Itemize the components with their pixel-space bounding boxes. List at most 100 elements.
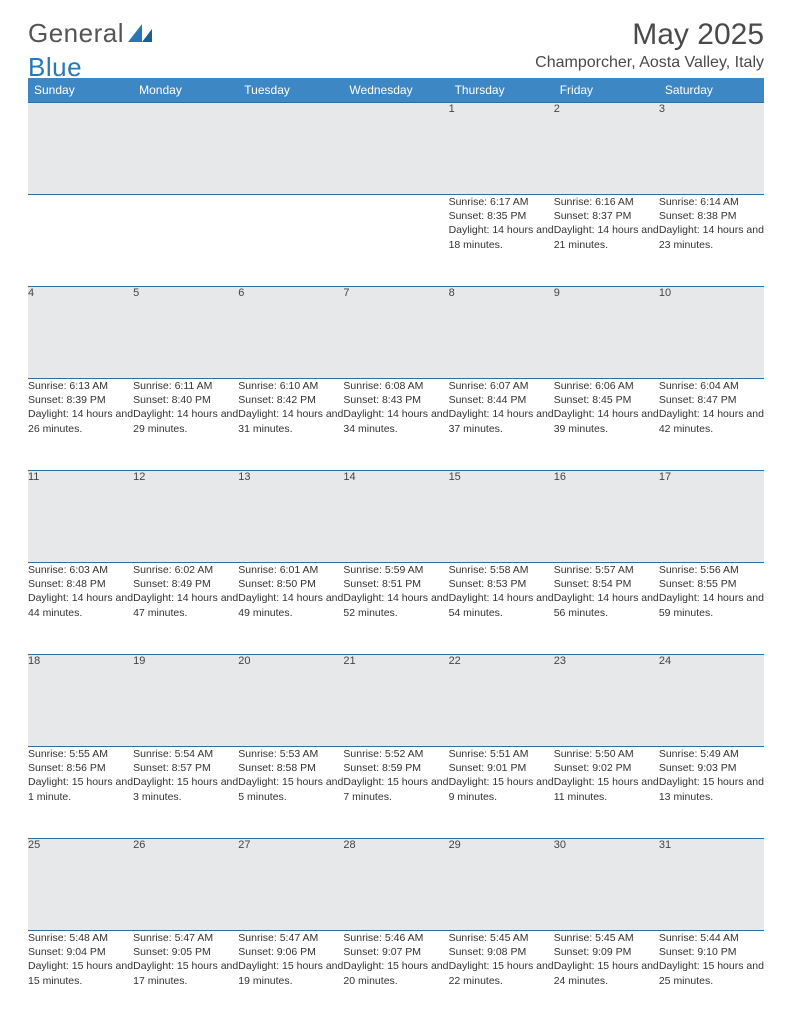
daylight-line: Daylight: 14 hours and 59 minutes. xyxy=(659,591,764,619)
daylight-line: Daylight: 14 hours and 18 minutes. xyxy=(449,223,554,251)
day-content-cell: Sunrise: 5:47 AMSunset: 9:05 PMDaylight:… xyxy=(133,931,238,1023)
day-content-cell: Sunrise: 5:44 AMSunset: 9:10 PMDaylight:… xyxy=(659,931,764,1023)
day-number-cell xyxy=(133,103,238,195)
daynum-row: 18192021222324 xyxy=(28,655,764,747)
day-number-cell: 27 xyxy=(238,839,343,931)
day-number-cell: 22 xyxy=(449,655,554,747)
brand-part2: Blue xyxy=(28,52,82,83)
sunrise-line: Sunrise: 5:47 AM xyxy=(133,931,238,945)
sunrise-line: Sunrise: 5:59 AM xyxy=(343,563,448,577)
day-content-cell: Sunrise: 5:49 AMSunset: 9:03 PMDaylight:… xyxy=(659,747,764,839)
daylight-line: Daylight: 15 hours and 25 minutes. xyxy=(659,959,764,987)
sunrise-line: Sunrise: 5:50 AM xyxy=(554,747,659,761)
brand-logo: General xyxy=(28,18,158,49)
daynum-row: 45678910 xyxy=(28,287,764,379)
sunset-line: Sunset: 8:59 PM xyxy=(343,761,448,775)
sunset-line: Sunset: 8:37 PM xyxy=(554,209,659,223)
sunset-line: Sunset: 8:50 PM xyxy=(238,577,343,591)
sunset-line: Sunset: 8:49 PM xyxy=(133,577,238,591)
daylight-line: Daylight: 14 hours and 52 minutes. xyxy=(343,591,448,619)
day-number-cell: 15 xyxy=(449,471,554,563)
day-content-cell: Sunrise: 6:11 AMSunset: 8:40 PMDaylight:… xyxy=(133,379,238,471)
daylight-line: Daylight: 14 hours and 29 minutes. xyxy=(133,407,238,435)
daylight-line: Daylight: 15 hours and 24 minutes. xyxy=(554,959,659,987)
day-number-cell: 11 xyxy=(28,471,133,563)
month-title: May 2025 xyxy=(535,18,764,52)
day-number-cell: 8 xyxy=(449,287,554,379)
day-content-cell: Sunrise: 6:17 AMSunset: 8:35 PMDaylight:… xyxy=(449,195,554,287)
weekday-header: Saturday xyxy=(659,78,764,103)
day-number-cell: 21 xyxy=(343,655,448,747)
day-content-cell: Sunrise: 6:07 AMSunset: 8:44 PMDaylight:… xyxy=(449,379,554,471)
sunrise-line: Sunrise: 6:14 AM xyxy=(659,195,764,209)
daylight-line: Daylight: 15 hours and 20 minutes. xyxy=(343,959,448,987)
weekday-header: Wednesday xyxy=(343,78,448,103)
sunrise-line: Sunrise: 5:54 AM xyxy=(133,747,238,761)
daynum-row: 123 xyxy=(28,103,764,195)
sunset-line: Sunset: 8:44 PM xyxy=(449,393,554,407)
sunrise-line: Sunrise: 6:02 AM xyxy=(133,563,238,577)
day-number-cell xyxy=(238,103,343,195)
sunrise-line: Sunrise: 5:56 AM xyxy=(659,563,764,577)
day-content-cell: Sunrise: 5:54 AMSunset: 8:57 PMDaylight:… xyxy=(133,747,238,839)
daylight-line: Daylight: 14 hours and 23 minutes. xyxy=(659,223,764,251)
sunrise-line: Sunrise: 6:13 AM xyxy=(28,379,133,393)
week-content-row: Sunrise: 6:13 AMSunset: 8:39 PMDaylight:… xyxy=(28,379,764,471)
sunrise-line: Sunrise: 6:07 AM xyxy=(449,379,554,393)
sunset-line: Sunset: 8:35 PM xyxy=(449,209,554,223)
daylight-line: Daylight: 14 hours and 54 minutes. xyxy=(449,591,554,619)
sunrise-line: Sunrise: 5:45 AM xyxy=(554,931,659,945)
sunset-line: Sunset: 8:48 PM xyxy=(28,577,133,591)
day-number-cell: 10 xyxy=(659,287,764,379)
sunrise-line: Sunrise: 6:10 AM xyxy=(238,379,343,393)
sunrise-line: Sunrise: 5:51 AM xyxy=(449,747,554,761)
daylight-line: Daylight: 14 hours and 47 minutes. xyxy=(133,591,238,619)
daylight-line: Daylight: 14 hours and 56 minutes. xyxy=(554,591,659,619)
sunrise-line: Sunrise: 5:45 AM xyxy=(449,931,554,945)
weekday-header: Monday xyxy=(133,78,238,103)
day-number-cell: 14 xyxy=(343,471,448,563)
day-content-cell xyxy=(238,195,343,287)
daylight-line: Daylight: 15 hours and 3 minutes. xyxy=(133,775,238,803)
sunset-line: Sunset: 8:40 PM xyxy=(133,393,238,407)
day-number-cell: 19 xyxy=(133,655,238,747)
sunset-line: Sunset: 9:01 PM xyxy=(449,761,554,775)
day-number-cell: 23 xyxy=(554,655,659,747)
daylight-line: Daylight: 15 hours and 22 minutes. xyxy=(449,959,554,987)
day-content-cell xyxy=(133,195,238,287)
day-number-cell: 31 xyxy=(659,839,764,931)
sunset-line: Sunset: 9:05 PM xyxy=(133,945,238,959)
day-number-cell: 2 xyxy=(554,103,659,195)
sunrise-line: Sunrise: 5:52 AM xyxy=(343,747,448,761)
weekday-header: Thursday xyxy=(449,78,554,103)
sunset-line: Sunset: 8:43 PM xyxy=(343,393,448,407)
day-number-cell: 24 xyxy=(659,655,764,747)
week-content-row: Sunrise: 6:03 AMSunset: 8:48 PMDaylight:… xyxy=(28,563,764,655)
sunset-line: Sunset: 8:51 PM xyxy=(343,577,448,591)
day-content-cell: Sunrise: 5:51 AMSunset: 9:01 PMDaylight:… xyxy=(449,747,554,839)
weekday-header: Tuesday xyxy=(238,78,343,103)
sunset-line: Sunset: 9:09 PM xyxy=(554,945,659,959)
day-content-cell: Sunrise: 6:08 AMSunset: 8:43 PMDaylight:… xyxy=(343,379,448,471)
daylight-line: Daylight: 15 hours and 19 minutes. xyxy=(238,959,343,987)
day-number-cell: 4 xyxy=(28,287,133,379)
day-number-cell xyxy=(343,103,448,195)
sunset-line: Sunset: 8:39 PM xyxy=(28,393,133,407)
daylight-line: Daylight: 14 hours and 37 minutes. xyxy=(449,407,554,435)
day-content-cell: Sunrise: 6:02 AMSunset: 8:49 PMDaylight:… xyxy=(133,563,238,655)
day-content-cell: Sunrise: 5:50 AMSunset: 9:02 PMDaylight:… xyxy=(554,747,659,839)
sunset-line: Sunset: 9:10 PM xyxy=(659,945,764,959)
daylight-line: Daylight: 15 hours and 15 minutes. xyxy=(28,959,133,987)
day-content-cell: Sunrise: 6:13 AMSunset: 8:39 PMDaylight:… xyxy=(28,379,133,471)
sunrise-line: Sunrise: 6:01 AM xyxy=(238,563,343,577)
day-content-cell: Sunrise: 6:04 AMSunset: 8:47 PMDaylight:… xyxy=(659,379,764,471)
day-content-cell: Sunrise: 5:52 AMSunset: 8:59 PMDaylight:… xyxy=(343,747,448,839)
day-number-cell: 20 xyxy=(238,655,343,747)
sunrise-line: Sunrise: 5:53 AM xyxy=(238,747,343,761)
sunset-line: Sunset: 8:53 PM xyxy=(449,577,554,591)
sunset-line: Sunset: 9:03 PM xyxy=(659,761,764,775)
daylight-line: Daylight: 14 hours and 26 minutes. xyxy=(28,407,133,435)
day-content-cell: Sunrise: 5:57 AMSunset: 8:54 PMDaylight:… xyxy=(554,563,659,655)
sunset-line: Sunset: 8:38 PM xyxy=(659,209,764,223)
day-number-cell: 3 xyxy=(659,103,764,195)
